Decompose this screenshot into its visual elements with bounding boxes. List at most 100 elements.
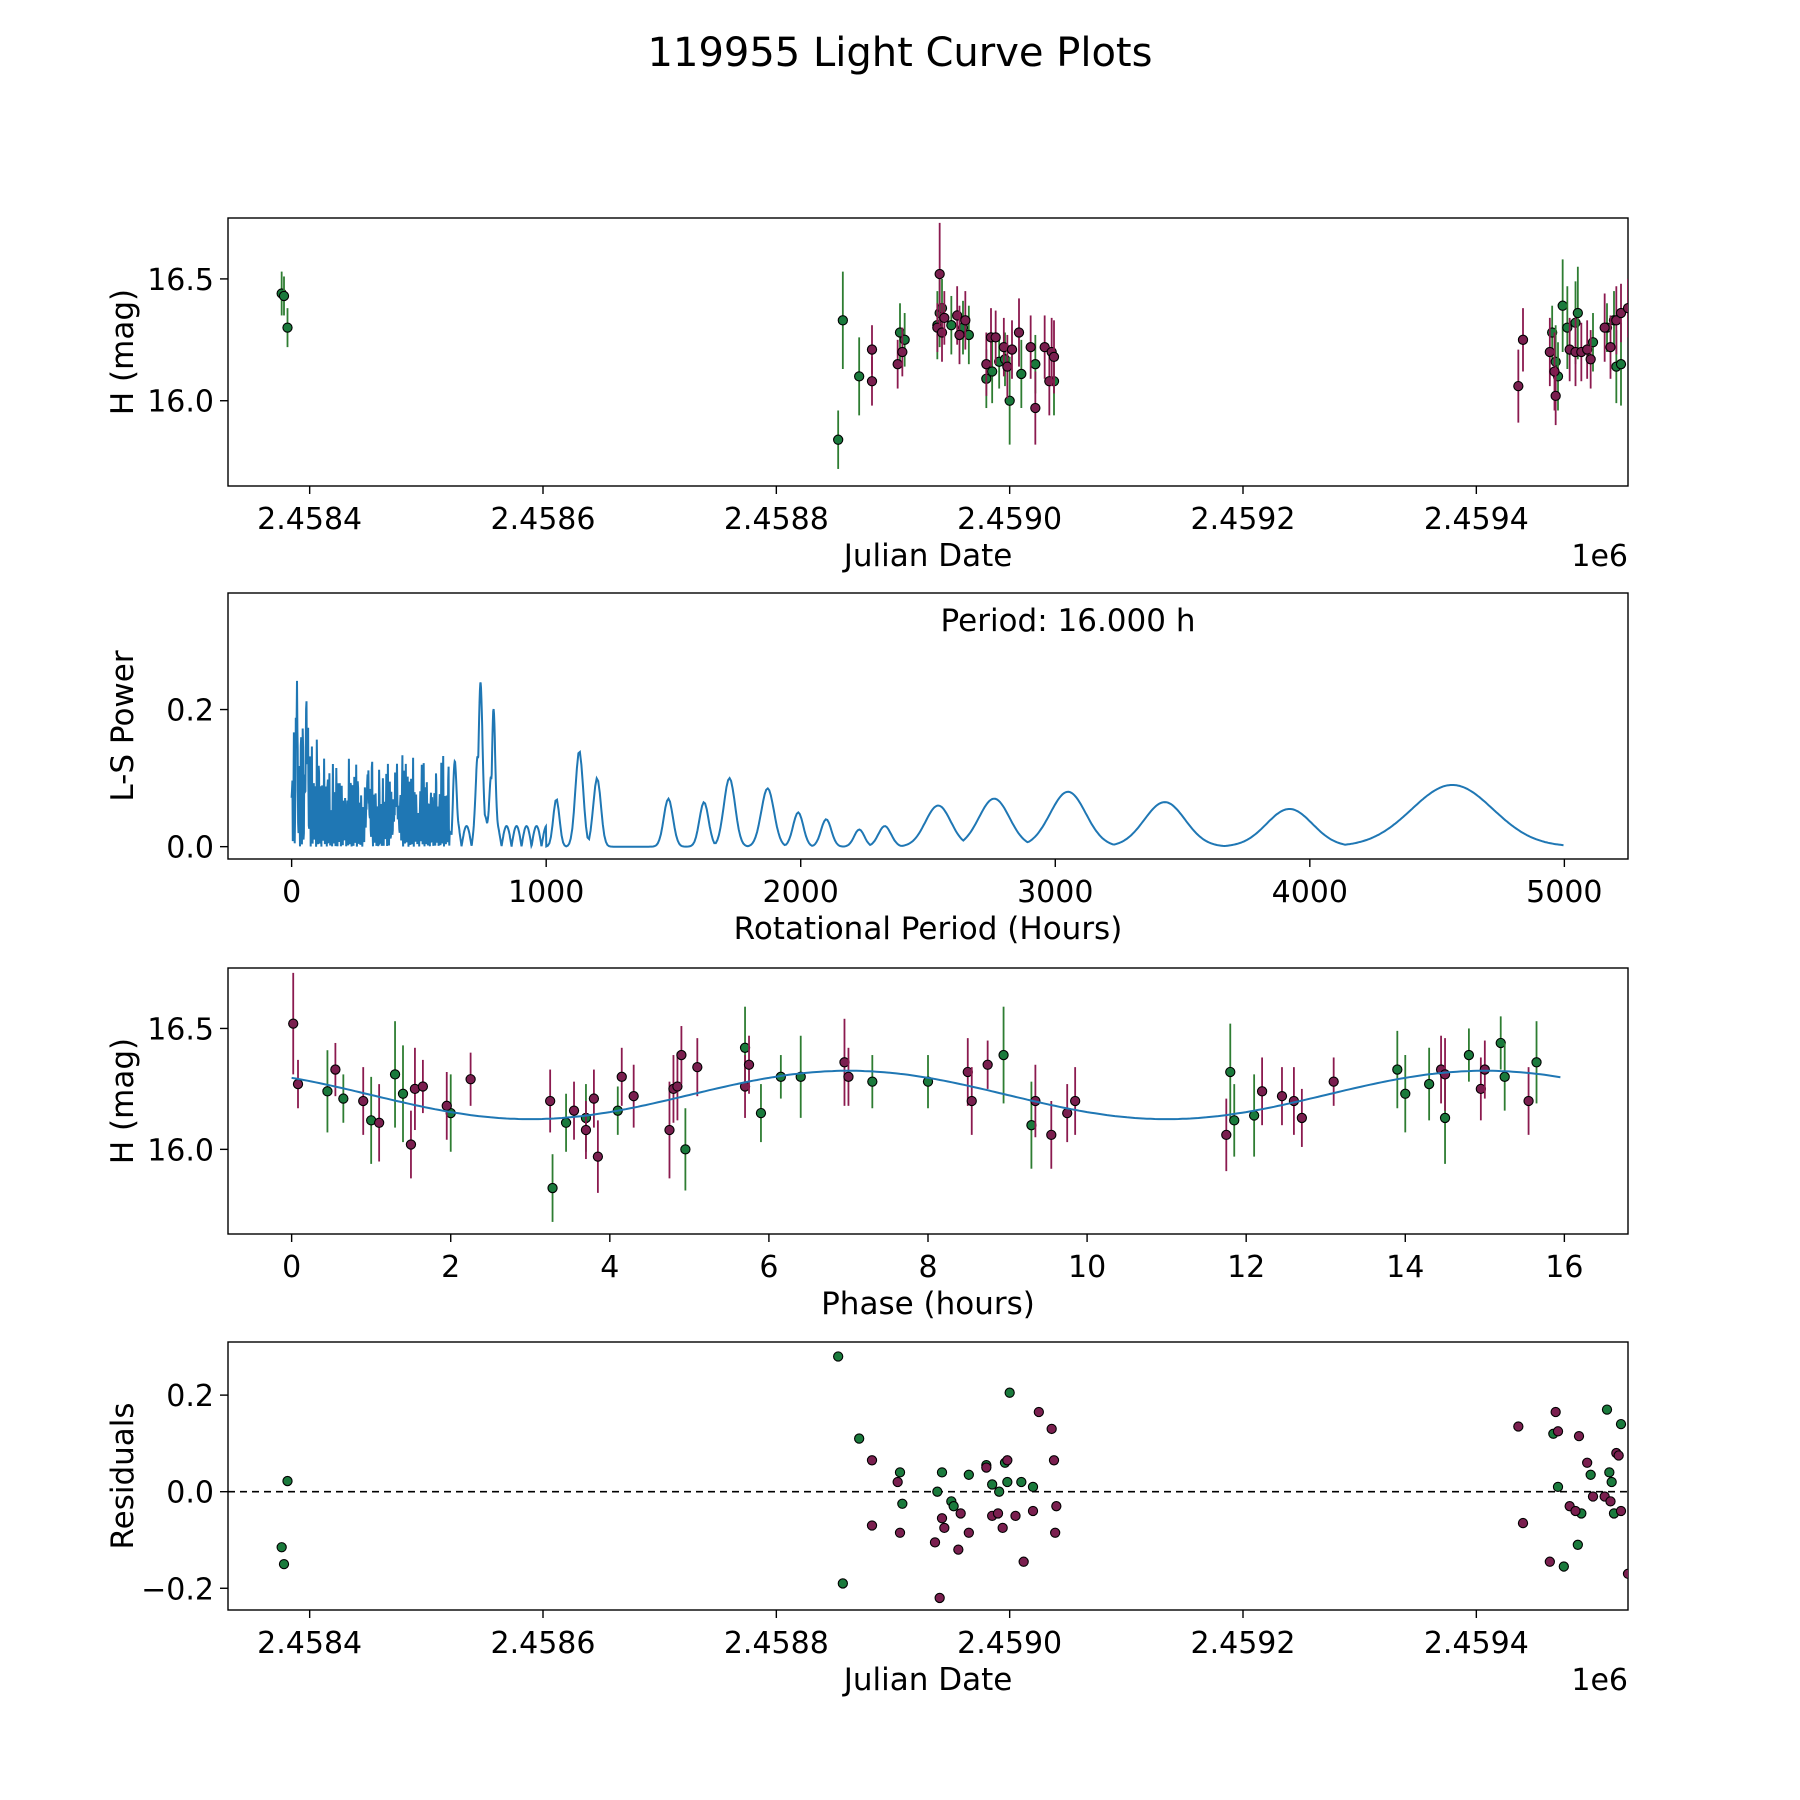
plot-area: [288, 972, 1561, 1222]
data-point-magenta: [672, 1081, 683, 1092]
x-axis-label: Rotational Period (Hours): [734, 911, 1123, 947]
data-point-green: [1002, 1476, 1013, 1488]
data-point-magenta: [1002, 1455, 1013, 1466]
data-point-magenta: [892, 1476, 903, 1488]
data-point-magenta: [1573, 1431, 1585, 1442]
data-point-magenta: [1550, 390, 1561, 402]
x-tick-label: 0: [282, 1250, 301, 1285]
data-point-magenta: [939, 1522, 950, 1534]
data-point-green: [1423, 1078, 1435, 1090]
data-point-green: [963, 1469, 974, 1480]
data-point-magenta: [1550, 1406, 1561, 1418]
data-point-magenta: [1276, 1091, 1288, 1102]
data-point-magenta: [981, 359, 992, 370]
y-axis-label: H (mag): [105, 289, 141, 415]
data-point-magenta: [1613, 1450, 1624, 1461]
x-tick-label: 10: [1068, 1250, 1106, 1285]
data-point-green: [1531, 1057, 1542, 1068]
data-point-green: [560, 1117, 572, 1128]
data-point-green: [867, 1076, 878, 1087]
y-tick-label: 16.0: [147, 385, 214, 420]
data-point-magenta: [1513, 1421, 1524, 1432]
data-point-magenta: [936, 1513, 948, 1524]
data-point-magenta: [588, 1093, 600, 1104]
data-point-magenta: [939, 312, 950, 324]
y-tick-label: 16.5: [147, 263, 214, 298]
y-tick-label: −0.2: [141, 1572, 214, 1607]
data-point-magenta: [1018, 1556, 1029, 1567]
x-tick-label: 2.4594: [1424, 502, 1529, 537]
data-point-magenta: [894, 1527, 906, 1538]
data-point-magenta: [1517, 334, 1529, 345]
x-axis-label: Julian Date: [842, 538, 1013, 574]
data-point-green: [1615, 1418, 1627, 1430]
y-tick-label: 0.0: [166, 831, 214, 866]
data-point-magenta: [664, 1124, 675, 1136]
data-point-magenta: [960, 315, 971, 326]
y-tick-label: 0.2: [166, 694, 214, 729]
axes-frame: [227, 592, 1629, 860]
x-tick-label: 2.4586: [491, 1626, 596, 1661]
period-annotation: Period: 16.000 h: [941, 603, 1196, 639]
data-point-magenta: [1048, 351, 1060, 363]
data-point-magenta: [953, 1544, 964, 1555]
data-point-magenta: [1585, 354, 1596, 365]
x-axis-label: Julian Date: [842, 1662, 1013, 1698]
y-axis-label: Residuals: [105, 1402, 141, 1549]
data-point-green: [1392, 1064, 1403, 1075]
data-point-green: [837, 1578, 848, 1589]
data-point-magenta: [616, 1071, 627, 1082]
data-point-magenta: [580, 1124, 592, 1136]
data-point-magenta: [1622, 302, 1628, 314]
data-point-magenta: [981, 1462, 992, 1473]
data-point-magenta: [866, 376, 878, 387]
data-point-green: [338, 1093, 349, 1104]
data-point-green: [1016, 1476, 1027, 1488]
data-point-green: [1400, 1088, 1411, 1099]
data-point-green: [1439, 1112, 1451, 1124]
data-point-magenta: [1051, 1501, 1062, 1512]
data-point-magenta: [992, 1508, 1004, 1519]
data-point-green: [1552, 1481, 1564, 1493]
data-point-magenta: [1544, 346, 1555, 358]
data-point-magenta: [1070, 1095, 1081, 1107]
periodogram-line: [290, 680, 1564, 850]
data-point-green: [397, 1088, 409, 1099]
y-axis-label: L-S Power: [105, 650, 141, 801]
data-point-magenta: [990, 332, 1001, 343]
x-tick-label: 12: [1227, 1250, 1265, 1285]
axes-frame: [227, 217, 1629, 487]
data-point-magenta: [1605, 1496, 1616, 1507]
x-tick-label: 6: [759, 1250, 778, 1285]
data-point-green: [833, 434, 844, 445]
plot-area: [290, 680, 1564, 850]
data-point-green: [1601, 1404, 1613, 1415]
y-tick-label: 16.5: [147, 1012, 214, 1047]
x-offset-label: 1e6: [1571, 1663, 1628, 1698]
x-tick-label: 1000: [508, 875, 584, 910]
x-tick-label: 3000: [1017, 875, 1093, 910]
panel-light-curve: 2.4584 2.4586 2.4588 2.4590 2.4592 2.4594 16.0…: [105, 217, 1629, 574]
data-point-magenta: [1599, 322, 1610, 333]
x-tick-label: 2.4586: [491, 502, 596, 537]
data-point-magenta: [1622, 1568, 1628, 1579]
data-point-magenta: [288, 1018, 299, 1029]
data-point-magenta: [373, 1117, 385, 1128]
x-tick-label: 2.4584: [257, 502, 362, 537]
data-point-magenta: [934, 1592, 945, 1604]
data-point-magenta: [954, 329, 965, 341]
data-point-magenta: [1221, 1129, 1232, 1141]
data-point-green: [987, 366, 998, 377]
data-point-magenta: [1328, 1076, 1339, 1087]
data-point-magenta: [1046, 1423, 1057, 1435]
data-point-magenta: [628, 1091, 639, 1102]
x-tick-label: 2.4584: [257, 1626, 362, 1661]
data-point-magenta: [676, 1049, 687, 1061]
x-tick-label: 4000: [1272, 875, 1348, 910]
data-point-green: [1004, 1387, 1015, 1398]
data-point-magenta: [1544, 1556, 1555, 1567]
data-point-magenta: [897, 346, 908, 358]
data-point-magenta: [568, 1105, 580, 1116]
panel-periodogram: 0 1000 2000 3000 4000 5000 0.0 0.2 Rotational Pe…: [105, 592, 1629, 947]
data-point-magenta: [1549, 366, 1560, 377]
